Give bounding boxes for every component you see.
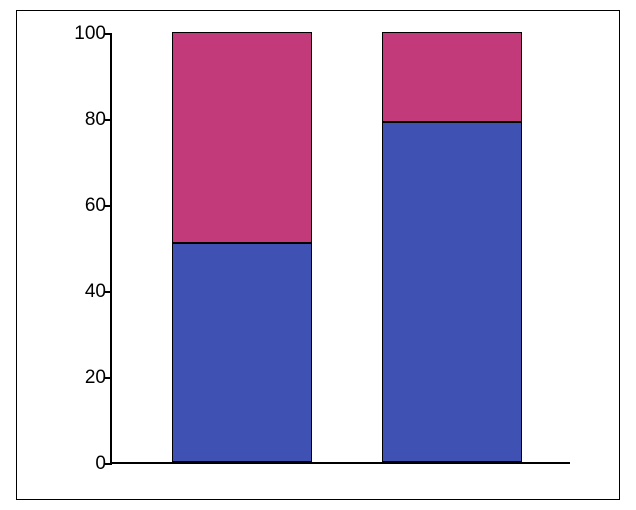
y-tick-mark: [105, 463, 112, 465]
bar-segment-bottom: [172, 243, 312, 462]
y-tick-mark: [105, 291, 112, 293]
bar-segment-top: [172, 32, 312, 243]
y-tick-label: 60: [56, 195, 106, 217]
y-tick-label: 80: [56, 109, 106, 131]
y-tick-mark: [105, 377, 112, 379]
y-tick-label: 0: [56, 453, 106, 475]
y-tick-mark: [105, 205, 112, 207]
bar-segment-top: [382, 32, 522, 122]
chart-container: 0 20 40 60 80 100: [24, 18, 612, 492]
y-tick-label: 100: [56, 23, 106, 45]
bar-segment-bottom: [382, 122, 522, 462]
y-tick-mark: [105, 33, 112, 35]
y-tick-mark: [105, 119, 112, 121]
plot-area: [110, 34, 570, 464]
y-tick-label: 20: [56, 367, 106, 389]
bar-group: [172, 32, 312, 462]
bar-group: [382, 32, 522, 462]
y-tick-label: 40: [56, 281, 106, 303]
